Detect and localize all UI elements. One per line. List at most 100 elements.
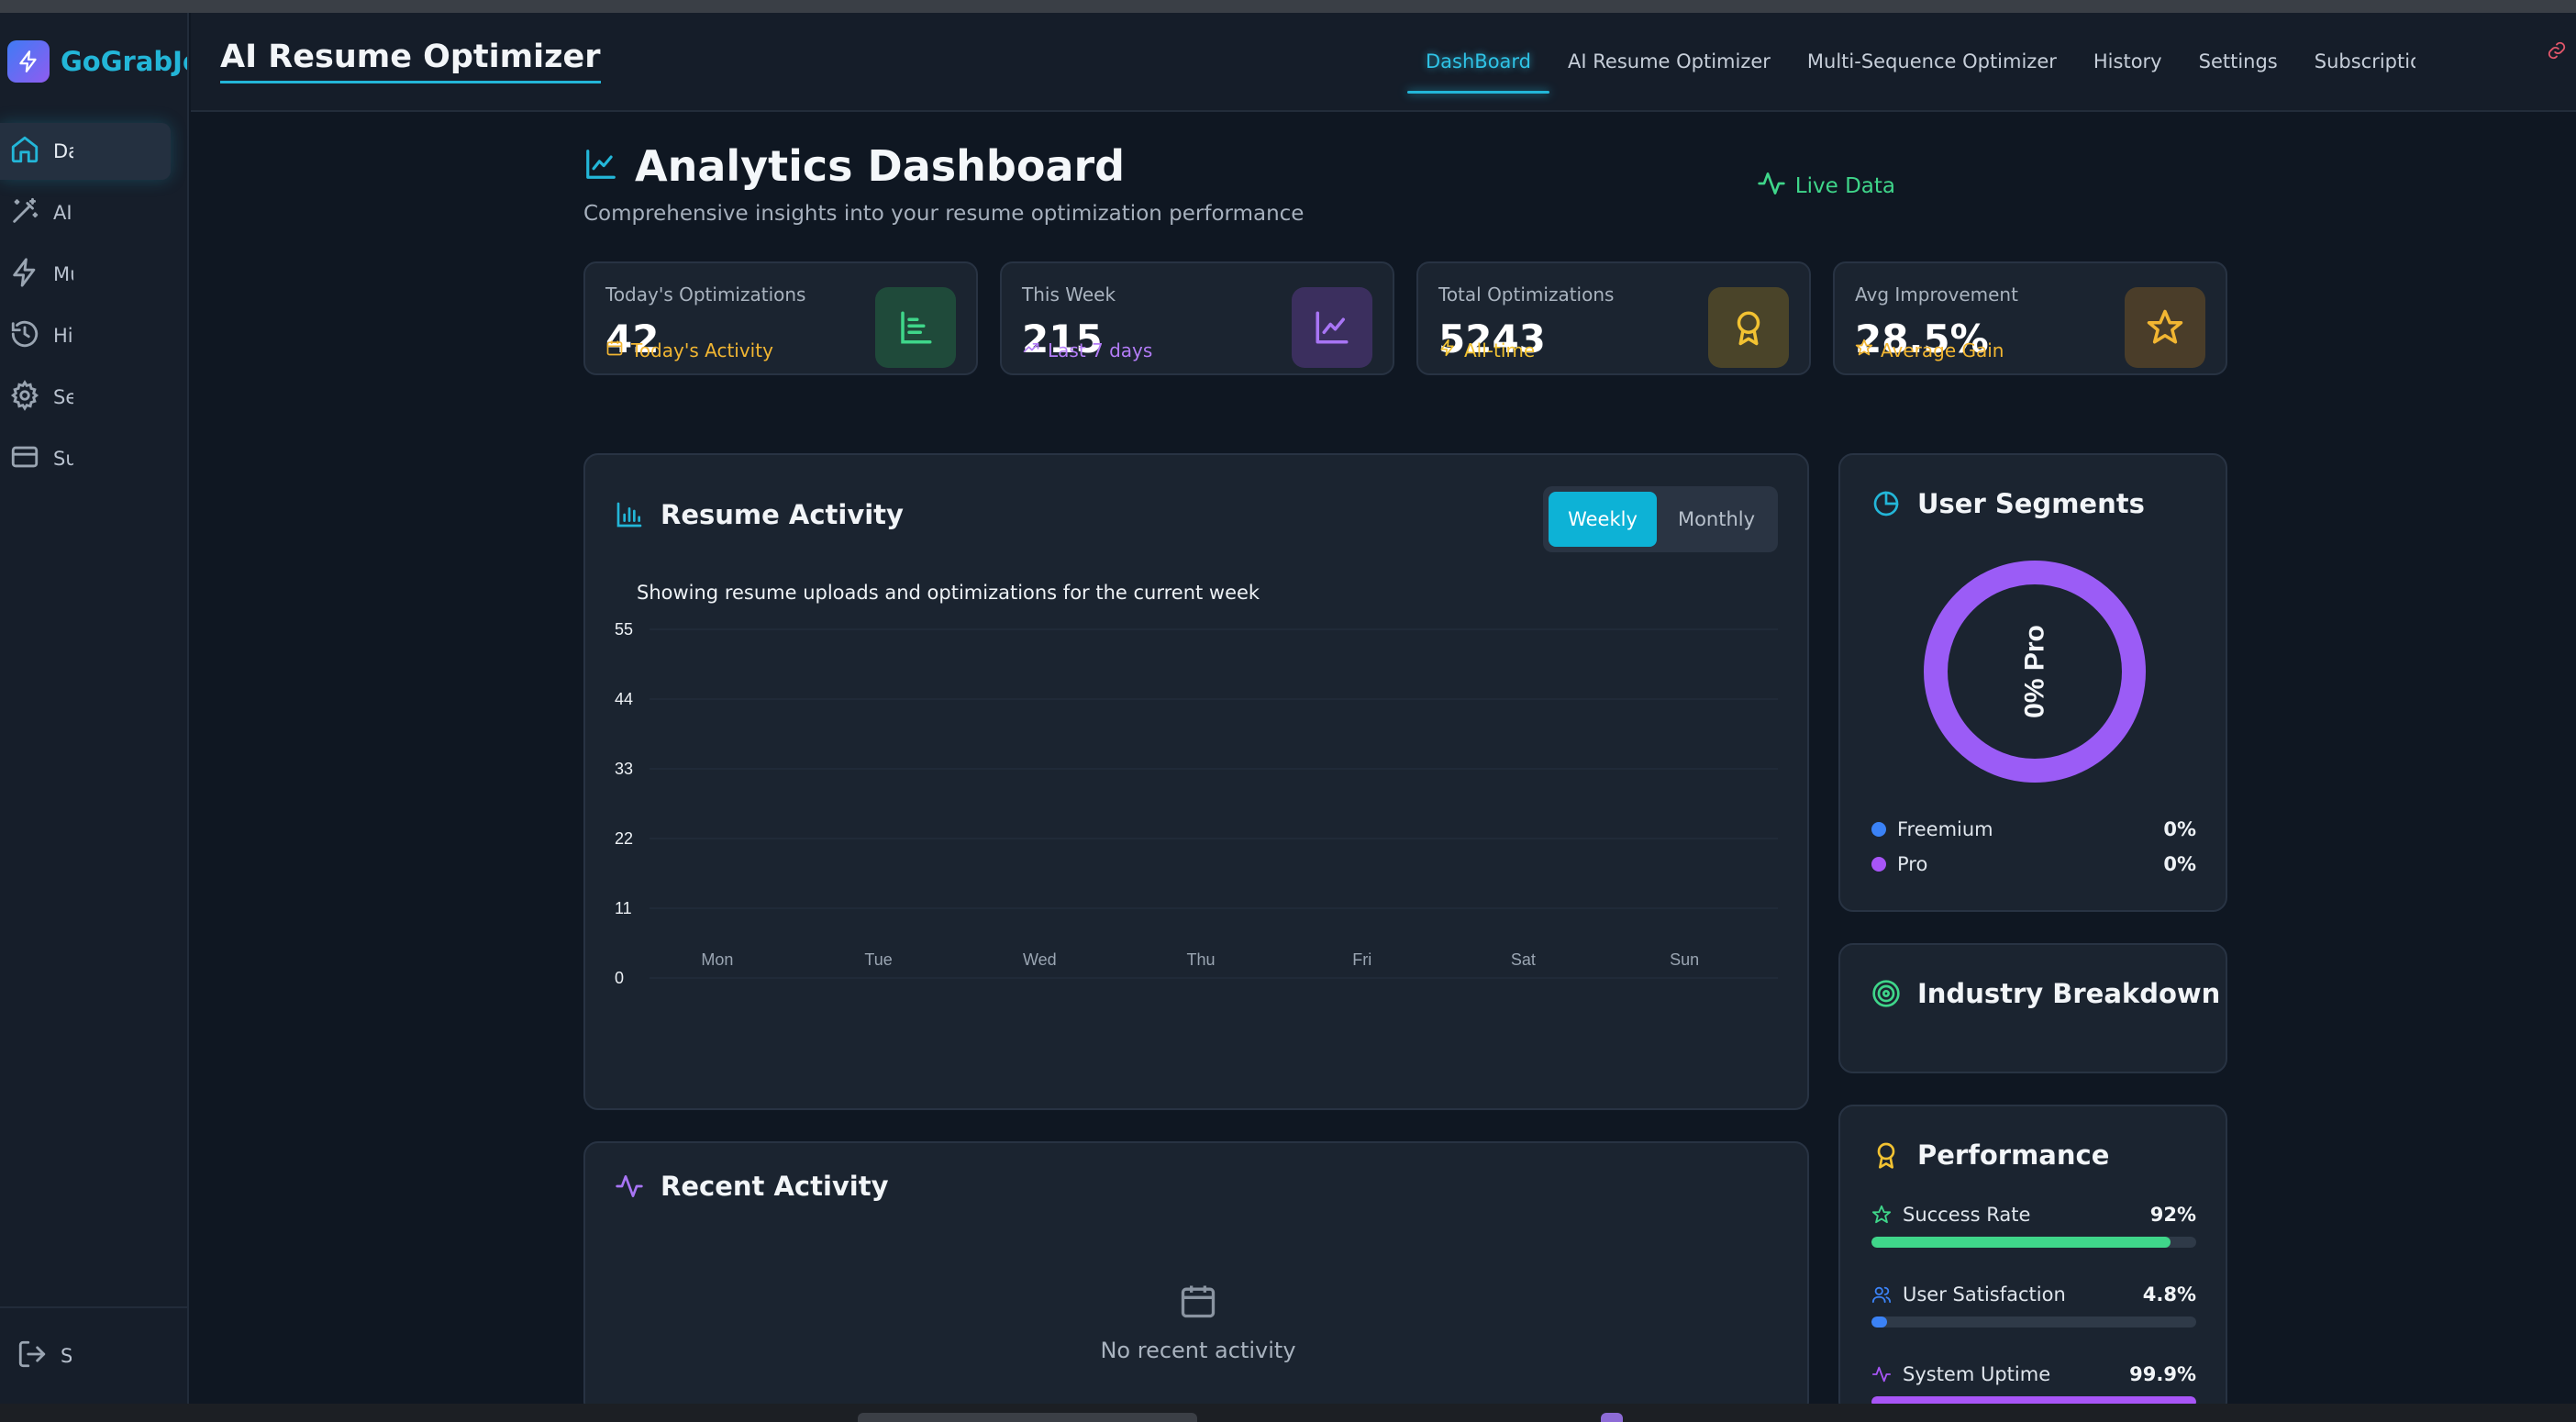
calendar-icon — [605, 339, 624, 361]
stat-card-total: Total Optimizations 5243 All-time — [1416, 261, 1811, 375]
legend-dot — [1871, 822, 1886, 837]
x-tick-label: Thu — [1186, 950, 1215, 969]
star-icon — [1855, 339, 1873, 361]
performance-card: Performance Success Rate 92% User Satisf… — [1838, 1105, 2227, 1416]
perf-label: User Satisfaction — [1903, 1283, 2066, 1305]
top-header: AI Resume Optimizer DashBoard AI Resume … — [191, 13, 2576, 112]
star-outline-icon — [1871, 1205, 1892, 1225]
users-icon — [1871, 1284, 1892, 1305]
resume-activity-card: Resume Activity Weekly Monthly Showing r… — [583, 453, 1809, 1110]
sidebar: GoGrabJobs Dashboard AI Resume Optimizer… — [0, 13, 189, 1404]
progress-fill — [1871, 1237, 2171, 1248]
award-icon — [1871, 1140, 1901, 1170]
empty-state-text: No recent activity — [1100, 1338, 1296, 1363]
stat-card-week: This Week 215 Last 7 days — [1000, 261, 1394, 375]
sidebar-item-ai-resume-optimizer[interactable]: AI Resume Optimizer — [0, 184, 180, 241]
sidebar-item-history[interactable]: History — [0, 307, 180, 364]
pulse-icon — [615, 1172, 644, 1201]
y-tick-label: 11 — [615, 899, 632, 917]
period-toggle: Weekly Monthly — [1543, 486, 1778, 552]
pulse-icon — [1757, 169, 1786, 204]
logout-icon — [17, 1339, 48, 1373]
tab-dashboard[interactable]: DashBoard — [1407, 13, 1550, 110]
lightning-icon — [9, 257, 40, 292]
x-tick-label: Mon — [701, 950, 733, 969]
y-tick-label: 22 — [615, 829, 633, 848]
y-tick-label: 33 — [615, 760, 633, 778]
user-segments-card: User Segments 0% Pro Freemium 0% Pro 0% — [1838, 453, 2227, 912]
donut-center-label: 0% Pro — [2020, 625, 2050, 718]
logout-label: Sign out — [61, 1345, 72, 1367]
sidebar-item-subscription[interactable]: Subscription — [0, 430, 180, 487]
sidebar-item-label: Settings — [53, 386, 73, 408]
card-title: Resume Activity — [615, 499, 904, 530]
stat-label: This Week — [1022, 283, 1116, 306]
dashboard-heading: Analytics Dashboard — [583, 141, 1125, 191]
stat-value: 215 — [1022, 317, 1103, 361]
tab-multi-sequence-optimizer[interactable]: Multi-Sequence Optimizer — [1806, 50, 2057, 72]
credit-card-icon — [9, 441, 40, 476]
weekly-toggle-button[interactable]: Weekly — [1549, 492, 1657, 547]
sidebar-item-multi-sequence-optimizer[interactable]: Multi-Sequence Optimizer — [0, 246, 180, 303]
sidebar-item-label: Multi-Sequence Optimizer — [53, 263, 73, 285]
bar-list-icon — [875, 287, 956, 368]
calendar-icon — [1178, 1281, 1218, 1321]
card-title: Performance — [1871, 1139, 2109, 1171]
y-tick-label: 0 — [615, 969, 624, 987]
stat-cards: Today's Optimizations 42 Today's Activit… — [583, 261, 2227, 375]
brand[interactable]: GoGrabJobs — [7, 40, 187, 83]
stat-subtext: Today's Activity — [605, 339, 773, 361]
stat-label: Avg Improvement — [1855, 283, 2018, 306]
y-tick-label: 44 — [615, 690, 633, 708]
taskbar-app-icon — [1601, 1413, 1623, 1422]
magic-wand-icon — [9, 195, 40, 230]
activity-bar-chart: 55 44 33 22 11 0 Mon Tue Wed Thu Fri Sat Sun — [615, 620, 1778, 987]
pulse-icon — [1871, 1364, 1892, 1384]
perf-value: 4.8% — [2142, 1283, 2196, 1305]
perf-value: 99.9% — [2129, 1363, 2196, 1385]
main-content: Analytics Dashboard Comprehensive insigh… — [583, 112, 2227, 1416]
link-icon[interactable] — [2547, 40, 2567, 64]
tab-subscription[interactable]: Subscription — [2314, 50, 2415, 72]
stat-subtext: Average Gain — [1855, 339, 2004, 361]
sidebar-item-settings[interactable]: Settings — [0, 369, 180, 426]
progress-track — [1871, 1316, 2196, 1328]
user-segments-donut: 0% Pro — [1924, 561, 2146, 783]
window-top-strip — [0, 0, 2576, 13]
sidebar-item-label: AI Resume Optimizer — [53, 202, 73, 224]
perf-row-user-satisfaction: User Satisfaction 4.8% — [1871, 1283, 2196, 1328]
card-title: Industry Breakdown — [1871, 978, 2220, 1009]
monthly-toggle-button[interactable]: Monthly — [1677, 508, 1756, 530]
stat-value: 5243 — [1438, 317, 1546, 361]
stat-label: Today's Optimizations — [605, 283, 806, 306]
lightning-icon — [1438, 339, 1457, 361]
stat-label: Total Optimizations — [1438, 283, 1615, 306]
tab-history[interactable]: History — [2093, 50, 2162, 72]
sidebar-item-label: History — [53, 325, 73, 347]
stat-value: 28.5% — [1855, 317, 1989, 361]
donut-ring — [1924, 561, 2146, 783]
y-tick-label: 55 — [615, 620, 633, 639]
stat-card-today: Today's Optimizations 42 Today's Activit… — [583, 261, 978, 375]
perf-label: Success Rate — [1903, 1204, 2031, 1226]
live-data-indicator: Live Data — [1757, 169, 1895, 204]
legend-item-freemium: Freemium 0% — [1871, 818, 2196, 840]
star-icon — [2125, 287, 2205, 368]
stat-subtext: Last 7 days — [1022, 339, 1152, 361]
award-icon — [1708, 287, 1789, 368]
sidebar-nav: Dashboard AI Resume Optimizer Multi-Sequ… — [0, 123, 189, 492]
tab-ai-resume-optimizer[interactable]: AI Resume Optimizer — [1568, 50, 1771, 72]
perf-value: 92% — [2149, 1204, 2196, 1226]
sidebar-item-dashboard[interactable]: Dashboard — [0, 123, 171, 180]
industry-breakdown-card: Industry Breakdown — [1838, 943, 2227, 1073]
perf-row-system-uptime: System Uptime 99.9% — [1871, 1363, 2196, 1407]
logout-button[interactable]: Sign out — [17, 1339, 72, 1373]
tab-settings[interactable]: Settings — [2198, 50, 2278, 72]
empty-state: No recent activity — [585, 1281, 1811, 1363]
page-subtitle: Comprehensive insights into your resume … — [583, 202, 1305, 226]
legend-dot — [1871, 857, 1886, 872]
target-icon — [1871, 979, 1901, 1008]
sidebar-divider — [0, 1306, 189, 1308]
performance-title: Performance — [1917, 1139, 2110, 1171]
sidebar-item-label: Subscription — [53, 448, 73, 470]
